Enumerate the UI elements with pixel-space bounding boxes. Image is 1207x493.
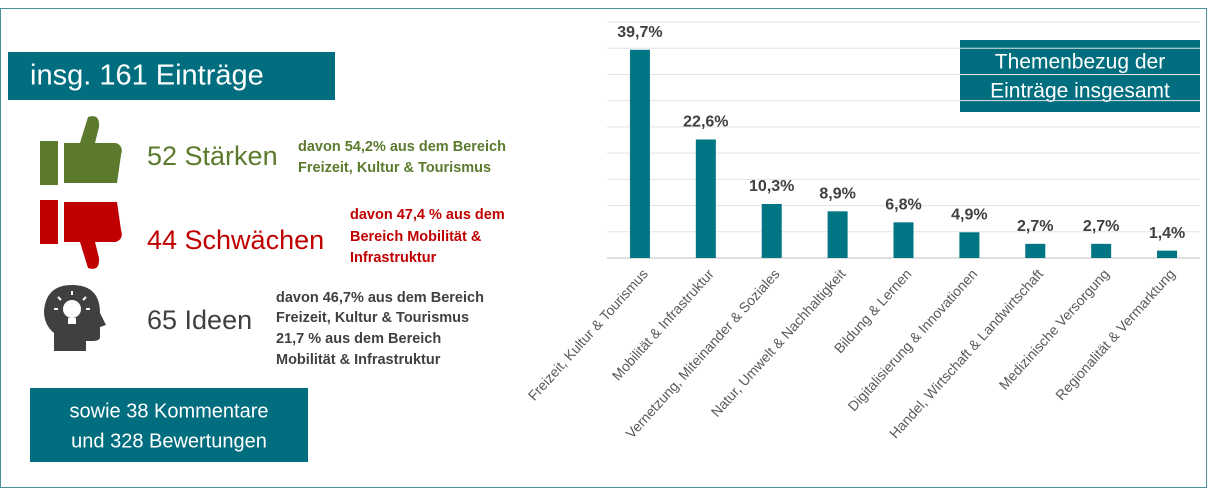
value-label: 4,9% — [951, 207, 987, 224]
bar — [629, 49, 650, 258]
thumbs-up-icon — [40, 116, 122, 185]
footer-line: und 328 Bewertungen — [71, 430, 267, 452]
footer-box — [30, 388, 308, 462]
item-detail: Mobilität & Infrastruktur — [276, 352, 441, 368]
bar — [1091, 243, 1112, 258]
value-label: 8,9% — [819, 186, 855, 203]
item-detail: davon 54,2% aus dem Bereich — [298, 139, 506, 155]
bar — [695, 139, 716, 258]
bar — [1025, 243, 1046, 258]
value-label: 1,4% — [1149, 225, 1185, 242]
item-detail: Freizeit, Kultur & Tourismus — [298, 160, 491, 176]
item-detail: davon 47,4 % aus dem — [350, 207, 505, 223]
value-label: 22,6% — [683, 114, 728, 131]
item-detail: 21,7 % aus dem Bereich — [276, 331, 441, 347]
item-count: 65 Ideen — [147, 305, 252, 335]
item-count: 52 Stärken — [147, 141, 278, 171]
value-label: 39,7% — [617, 24, 662, 41]
total-title: insg. 161 Einträge — [30, 60, 264, 92]
thumbs-down-icon — [40, 200, 122, 269]
value-label: 2,7% — [1017, 218, 1053, 235]
bar — [959, 232, 980, 258]
total-box — [8, 52, 335, 100]
value-label: 6,8% — [885, 197, 921, 214]
item-detail: Bereich Mobilität & — [350, 229, 482, 245]
chart-title-box — [960, 40, 1200, 112]
chart-title: Einträge insgesamt — [990, 80, 1170, 103]
bar — [761, 203, 782, 258]
footer-line: sowie 38 Kommentare — [70, 400, 269, 422]
bar — [827, 211, 848, 258]
idea-head-icon — [44, 285, 106, 351]
bar — [1157, 250, 1178, 258]
bar — [893, 222, 914, 258]
item-detail: Infrastruktur — [350, 250, 437, 266]
item-detail: Freizeit, Kultur & Tourismus — [276, 310, 469, 326]
value-label: 10,3% — [749, 178, 794, 195]
item-count: 44 Schwächen — [147, 225, 324, 255]
chart-title: Themenbezug der — [995, 51, 1165, 74]
item-detail: davon 46,7% aus dem Bereich — [276, 290, 484, 306]
value-label: 2,7% — [1083, 218, 1119, 235]
